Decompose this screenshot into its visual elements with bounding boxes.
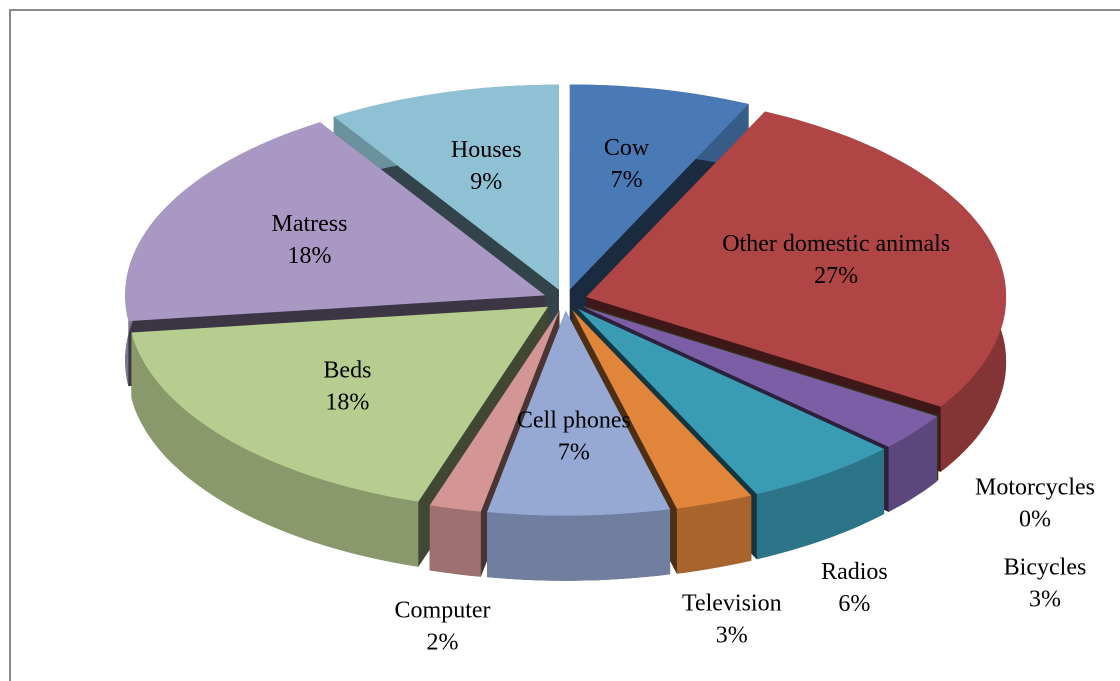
slice	[583, 305, 939, 416]
slice-rim	[756, 449, 885, 560]
slice-label: Computer	[395, 597, 491, 623]
slice-label: Matress	[271, 211, 347, 237]
slice	[125, 122, 546, 322]
slice	[487, 310, 671, 516]
slice-rim	[131, 332, 419, 567]
slice-label: Houses	[451, 137, 522, 163]
slice-value-label: 27%	[814, 263, 858, 289]
slice-label: Radios	[821, 559, 888, 585]
slice	[333, 84, 559, 290]
slice-rim	[487, 509, 671, 581]
slice	[582, 306, 937, 447]
slice-rim	[676, 495, 752, 574]
slice-value-label: 9%	[470, 169, 502, 195]
slice-value-label: 6%	[838, 591, 870, 617]
slice-value-label: 7%	[558, 439, 590, 465]
slice-label: Other domestic animals	[722, 231, 950, 257]
slice	[569, 84, 749, 290]
slice-label: Motorcycles	[975, 475, 1095, 501]
slice-label: Cell phones	[517, 407, 631, 433]
slice-value-label: 2%	[427, 629, 459, 655]
slice	[577, 308, 885, 495]
slice-group	[131, 306, 548, 567]
slice-value-label: 3%	[716, 623, 748, 649]
slice-value-label: 3%	[1029, 587, 1061, 613]
slice-value-label: 18%	[287, 243, 331, 269]
slice-label: Television	[682, 591, 782, 617]
slice	[586, 111, 1007, 407]
slice-rim	[888, 416, 937, 512]
slice-value-label: 0%	[1019, 507, 1051, 533]
slice	[572, 310, 752, 509]
slice	[429, 310, 560, 512]
slice-group	[487, 310, 671, 581]
slice-label: Beds	[323, 357, 371, 383]
slice-label: Cow	[604, 135, 650, 161]
slice-label: Bicycles	[1004, 555, 1087, 581]
slice-value-label: 7%	[611, 167, 643, 193]
slice	[131, 306, 548, 502]
slice-rim	[429, 505, 481, 577]
slice-value-label: 18%	[325, 389, 369, 415]
